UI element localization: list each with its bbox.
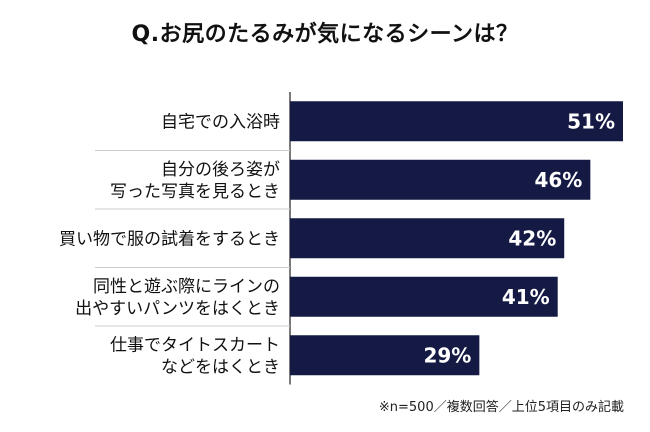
bar: [290, 335, 480, 376]
category-label: 写った写真を見るとき: [110, 182, 280, 202]
category-label: 自宅での入浴時: [161, 112, 280, 132]
category-label: 買い物で服の試着をするとき: [59, 229, 280, 249]
footnote: ※n=500／複数回答／上位5項目のみ記載: [378, 400, 624, 415]
category-label: 仕事でタイトスカート: [110, 335, 280, 355]
bar: [290, 101, 623, 142]
category-label: 自分の後ろ姿が: [161, 160, 280, 180]
bar: [290, 276, 558, 317]
category-label: 同性と遊ぶ際にラインの: [93, 277, 280, 297]
value-label: 46%: [534, 168, 582, 192]
chart-title: Q.お尻のたるみが気になるシーンは？: [131, 22, 519, 47]
value-label: 51%: [567, 109, 615, 133]
bar: [290, 159, 591, 200]
category-label: などをはくとき: [161, 357, 280, 377]
value-label: 42%: [508, 226, 556, 250]
value-label: 29%: [423, 343, 471, 367]
bar: [290, 218, 565, 259]
value-label: 41%: [502, 285, 550, 309]
category-label: 出やすいパンツをはくとき: [75, 299, 280, 319]
